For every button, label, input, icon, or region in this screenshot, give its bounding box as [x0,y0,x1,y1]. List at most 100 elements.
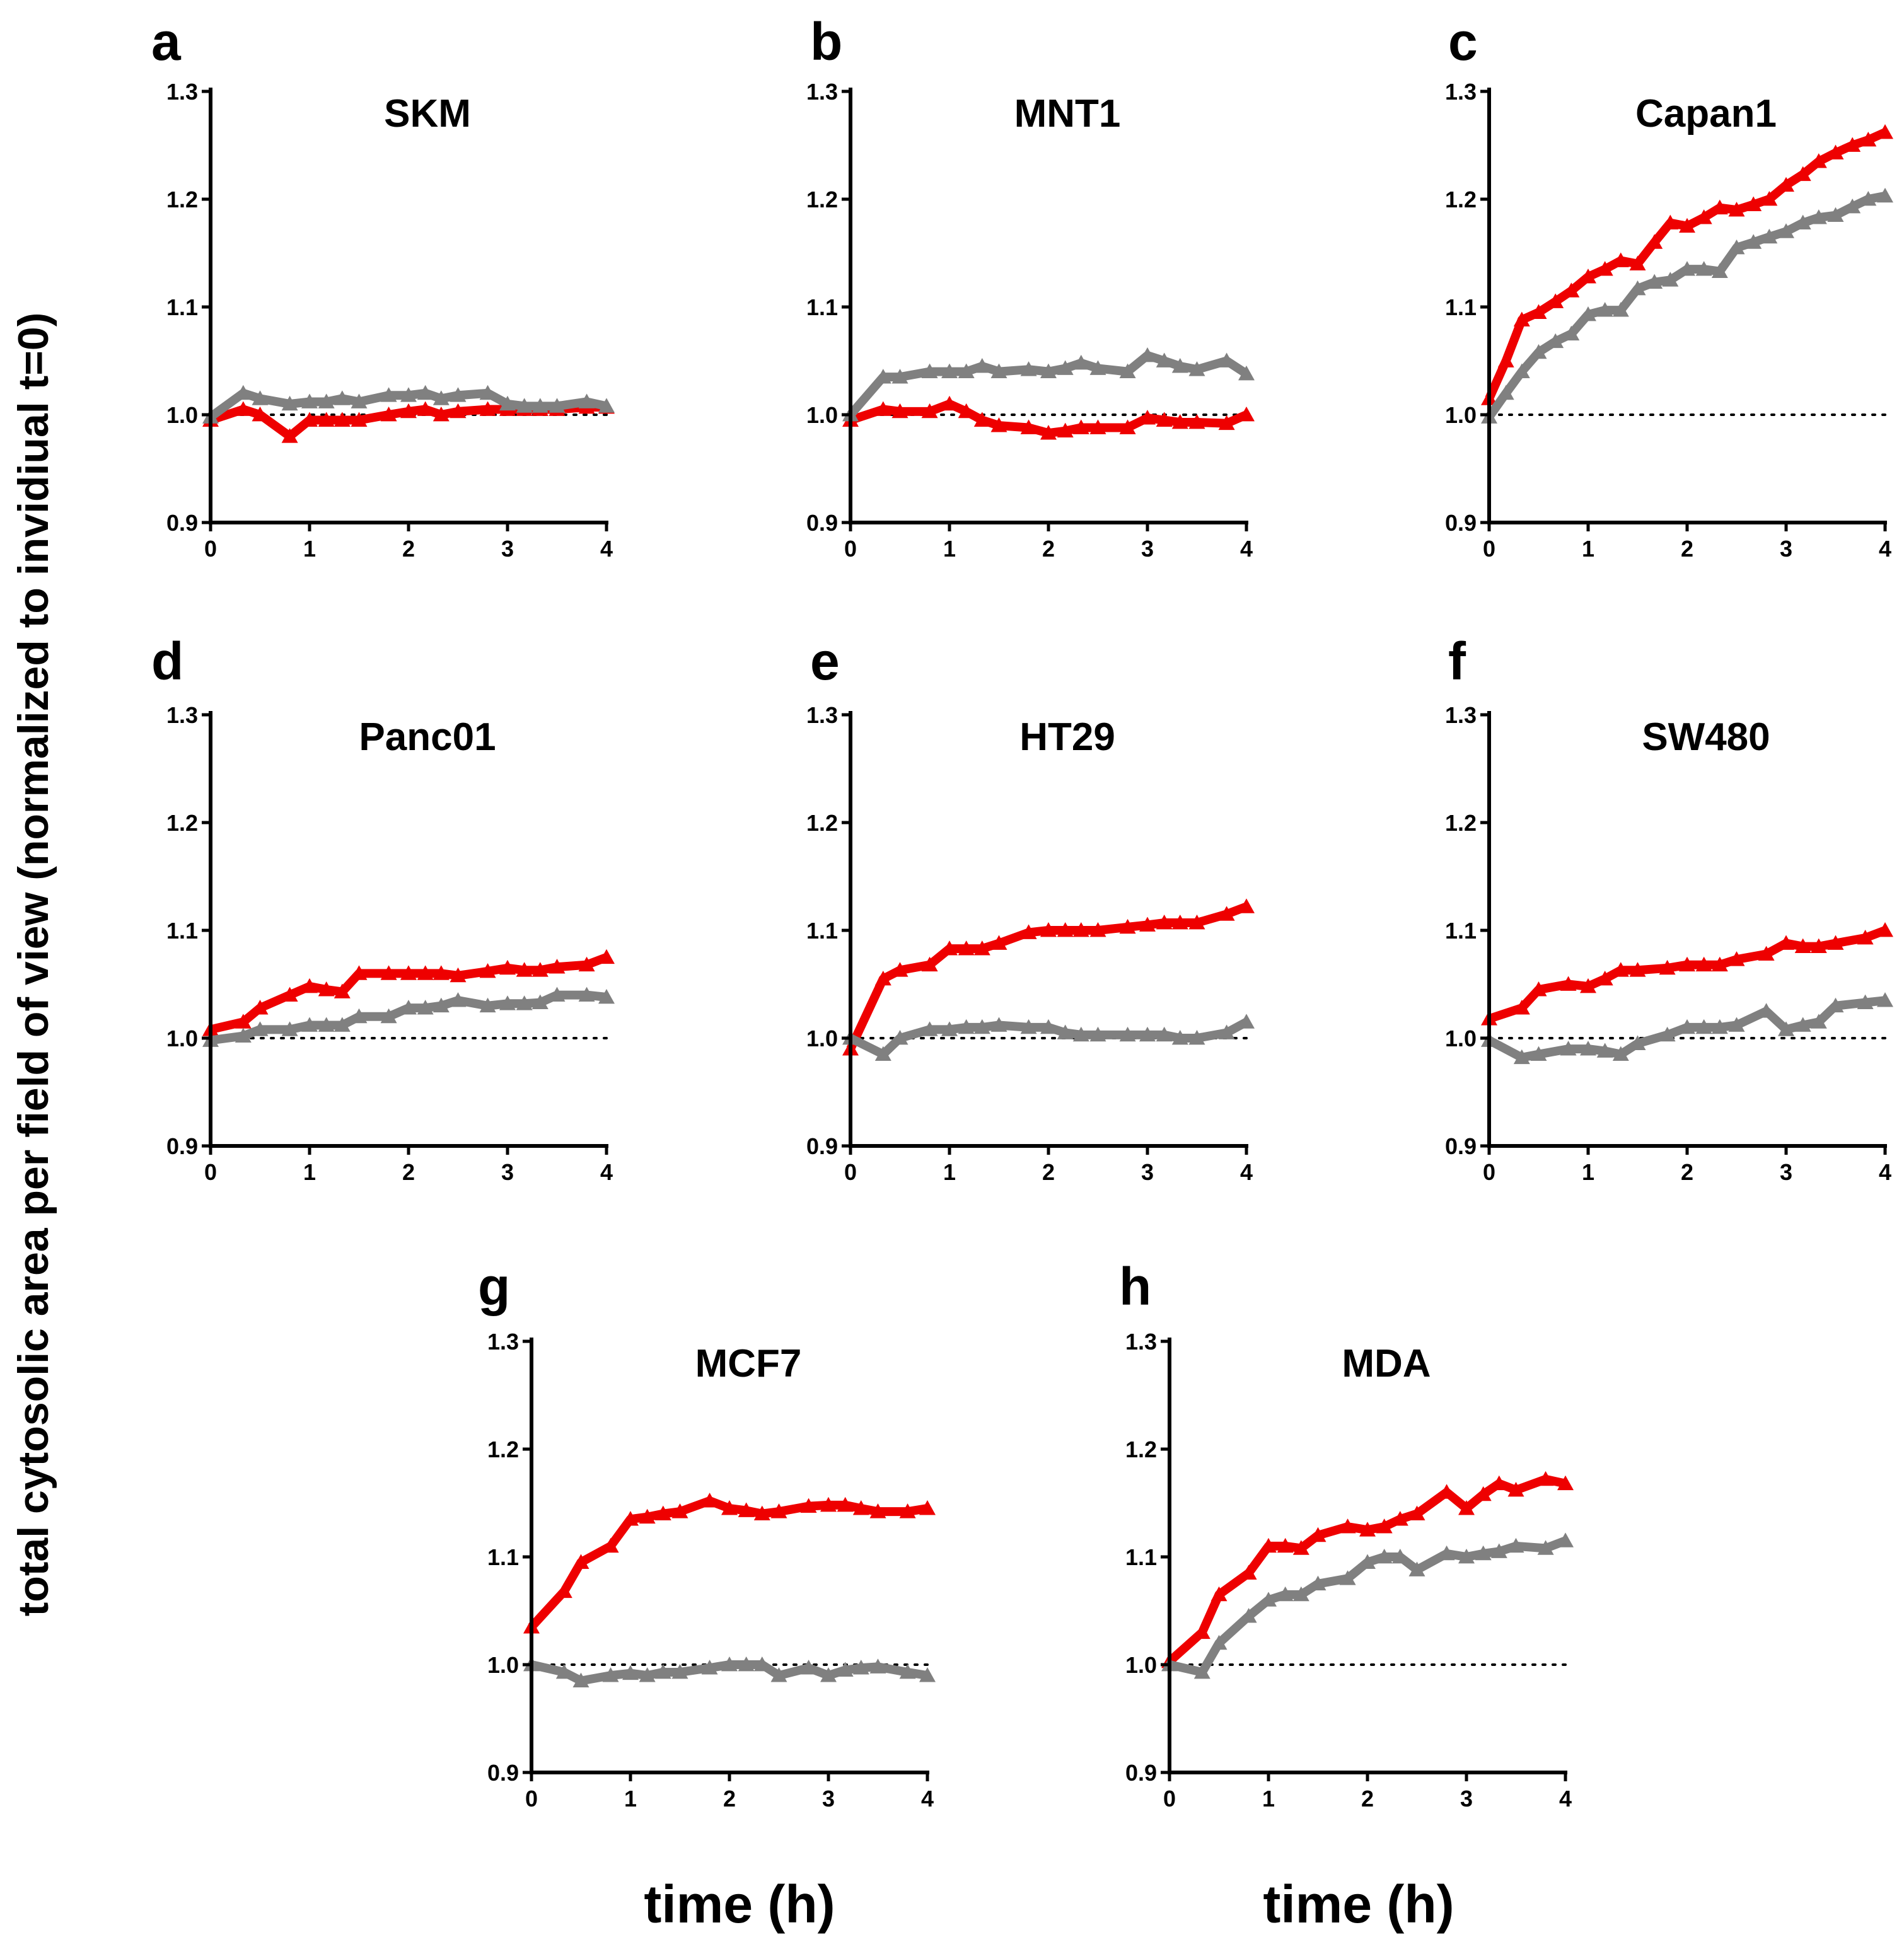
data-point-gray [1139,1026,1156,1042]
data-point-gray [516,398,533,413]
x-tick-label: 1 [303,536,316,562]
data-point-gray [1560,1041,1577,1056]
data-point-gray [1089,360,1106,375]
x-tick-label: 1 [624,1786,637,1812]
data-point-gray [380,387,397,402]
data-point-red [1745,196,1762,211]
data-point-gray [1612,302,1629,317]
data-point-red [1560,976,1577,991]
data-point-red [1438,1484,1455,1499]
data-point-red [1679,217,1695,233]
data-point-gray [1695,261,1712,276]
y-tick-label: 0.9 [166,510,198,536]
data-point-gray [1679,1019,1695,1034]
data-point-red [1119,419,1136,434]
data-point-gray [1563,325,1580,341]
panel-title-e: HT29 [1019,715,1115,759]
data-point-gray [1679,261,1695,276]
data-point-red [921,956,938,972]
data-point-red [1238,898,1255,913]
data-point-red [1695,956,1712,972]
y-tick-label: 0.9 [806,510,838,536]
x-tick-label: 1 [1582,536,1594,562]
y-tick-label: 1.2 [166,187,198,212]
panel-letter-d: d [151,632,183,691]
data-point-red [549,959,566,974]
data-point-gray [1728,239,1745,255]
data-point-red [400,403,417,419]
data-point-gray [499,395,516,411]
data-point-red [1827,935,1844,950]
x-tick-label: 3 [1141,536,1154,562]
data-point-red [1659,959,1676,975]
data-point-gray [334,1017,351,1032]
data-point-gray [1794,214,1811,230]
data-point-red [1040,425,1057,440]
data-point-red [334,983,351,998]
data-point-gray [1761,228,1778,244]
data-point-red [432,407,450,422]
data-point-gray [852,1660,869,1675]
y-tick-label: 1.1 [1125,1544,1157,1570]
data-point-gray [479,997,496,1013]
data-point-red [891,962,908,977]
data-point-gray [351,1008,368,1024]
data-point-gray [1778,223,1794,238]
x-tick-label: 3 [1141,1159,1154,1185]
data-point-red [753,1505,770,1520]
data-point-gray [1156,1026,1173,1042]
data-point-gray [921,1021,938,1036]
y-tick-label: 1.2 [1125,1437,1157,1462]
data-point-gray [572,1672,589,1688]
y-tick-label: 1.2 [1445,810,1477,836]
data-point-red [990,417,1007,432]
data-point-gray [281,1021,298,1036]
data-point-gray [1537,1540,1554,1555]
data-point-red [671,1503,688,1518]
x-tick-label: 3 [501,536,514,562]
data-point-gray [318,393,335,408]
data-point-gray [432,390,450,405]
data-point-gray [874,1046,891,1061]
data-point-gray [1171,1030,1188,1045]
data-point-red [602,1537,619,1553]
data-point-gray [1629,1035,1646,1050]
x-tick-label: 0 [844,536,857,562]
data-point-red [958,940,975,956]
data-point-red [400,965,417,980]
data-point-red [1260,1537,1277,1553]
data-point-red [1877,124,1893,139]
data-point-gray [235,384,252,400]
panel-h: h MDA 0.9 1.0 1.1 1.2 1.3 0 1 2 3 4 [1119,1257,1574,1812]
data-point-gray [1497,384,1514,400]
data-point-red [1089,419,1106,434]
data-point-gray [1218,352,1235,367]
x-tick-label: 1 [1262,1786,1275,1812]
data-point-red [1758,945,1775,961]
x-tick-label: 2 [402,1159,415,1185]
y-tick-label: 1.2 [806,810,838,836]
panel-f: f SW480 0.9 1.0 1.1 1.2 1.3 0 1 2 3 4 [1445,632,1893,1185]
data-point-gray [1877,992,1893,1007]
x-tick-label: 1 [303,1159,316,1185]
data-point-gray [252,1021,269,1036]
y-tick-label: 1.0 [487,1652,519,1678]
data-point-red [1612,962,1629,977]
data-point-red [973,412,990,427]
data-point-red [1596,261,1613,276]
data-point-gray [1596,302,1613,317]
data-point-gray [598,398,615,413]
x-tick-label: 0 [525,1786,538,1812]
data-point-gray [1580,1041,1596,1056]
data-point-red [1040,922,1057,937]
data-point-red [1089,922,1106,937]
data-point-red [973,940,990,956]
data-point-gray [770,1667,787,1682]
data-point-red [1188,413,1205,429]
data-point-gray [1139,347,1156,362]
y-tick-label: 1.1 [487,1544,519,1570]
data-point-gray [1309,1575,1326,1591]
data-point-red [1171,413,1188,429]
data-point-gray [1827,997,1844,1013]
y-tick-label: 1.1 [166,918,198,944]
